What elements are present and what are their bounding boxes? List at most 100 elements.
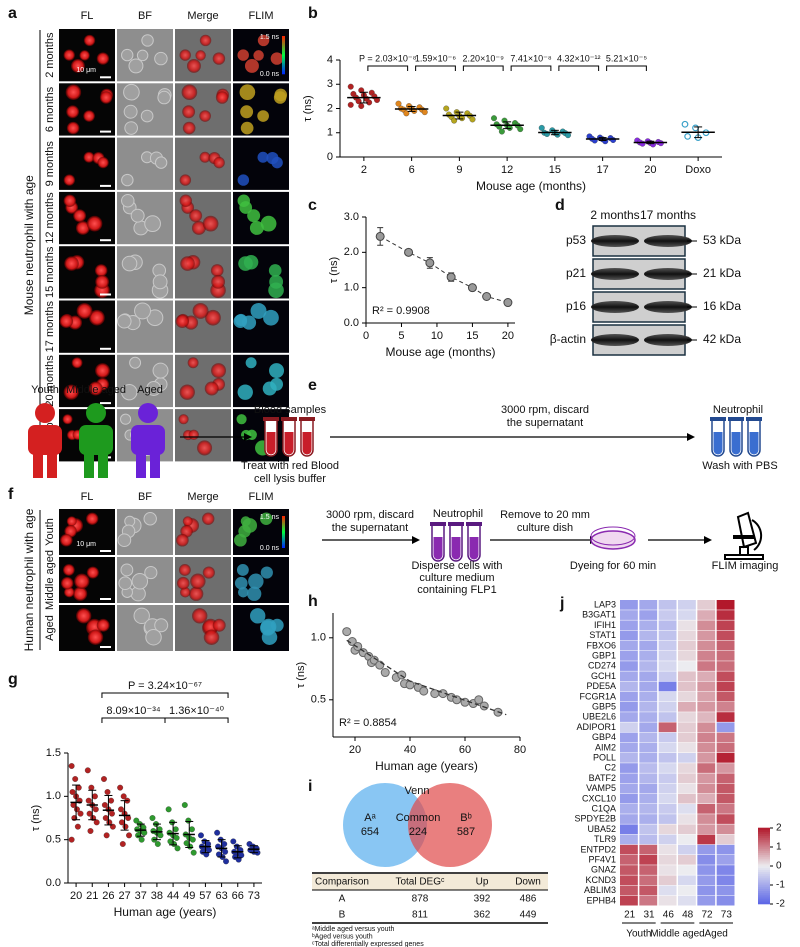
data-point: [452, 695, 462, 705]
step-label: FLIM imaging: [712, 560, 779, 572]
data-point: [173, 834, 180, 841]
cell: [94, 264, 108, 277]
cell: [271, 156, 283, 169]
gene-label: CXCL10: [582, 793, 616, 803]
heat-cell: [678, 681, 696, 692]
heat-cell: [716, 855, 735, 865]
sample-label: 48: [682, 910, 694, 921]
cell: [175, 314, 190, 329]
p-value: 2.20×10⁻⁹: [463, 53, 505, 63]
step-label: culture dish: [517, 522, 573, 534]
cell: [273, 91, 287, 104]
y-axis-label: τ (ns): [302, 95, 314, 121]
heat-cell: [639, 620, 658, 631]
colorbar-step: [758, 852, 770, 855]
tube-cap: [263, 417, 279, 421]
x-axis-label: Human age (years): [375, 759, 478, 773]
data-point: [501, 117, 508, 124]
row-label: 2 months: [44, 32, 56, 78]
data-point: [68, 836, 75, 843]
heat-cell: [620, 844, 638, 855]
data-point: [119, 841, 126, 847]
data-point: [446, 272, 456, 282]
y-tick-label: 0: [327, 151, 333, 163]
cell: [62, 414, 73, 425]
cell: [212, 52, 226, 65]
tube-fill: [469, 537, 479, 560]
heat-cell: [678, 742, 696, 753]
cell: [237, 174, 250, 186]
x-tick-label: 17: [597, 164, 609, 176]
cell: [86, 215, 103, 232]
cell: [262, 381, 277, 396]
significance-bracket: [101, 717, 166, 723]
cell: [204, 381, 219, 396]
gene-label: PDE5A: [586, 681, 616, 691]
heat-cell: [639, 712, 658, 722]
data-point: [84, 767, 91, 774]
x-tick-label: 38: [151, 890, 163, 902]
y-tick-label: 1: [327, 127, 333, 139]
x-axis-label: Mouse age (months): [385, 345, 495, 359]
protein-label: β-actin: [550, 332, 586, 346]
tube-cap: [281, 417, 297, 421]
cell: [71, 357, 83, 369]
sample-label: 31: [643, 910, 655, 921]
step-label: Neutrophil: [713, 404, 763, 416]
step-label: Wash with PBS: [702, 460, 777, 472]
cell: [121, 173, 134, 187]
heat-cell: [658, 783, 677, 794]
heat-cell: [658, 610, 677, 620]
colorbar-step: [758, 839, 770, 842]
heat-cell: [658, 691, 677, 702]
heat-cell: [658, 753, 677, 763]
heat-cell: [678, 610, 696, 620]
gene-label: AIM2: [595, 742, 616, 752]
x-tick-label: 66: [232, 890, 244, 902]
step-label: Neutrophil: [433, 508, 483, 520]
microscope-stage: [733, 535, 755, 539]
y-tick-label: 1.0: [344, 282, 359, 294]
heat-cell: [639, 763, 658, 773]
cell: [66, 516, 77, 527]
sample-label: 21: [624, 910, 636, 921]
heat-cell: [639, 753, 658, 763]
person-leg: [136, 452, 146, 478]
row-label: 12 months: [44, 192, 56, 244]
heat-cell: [716, 712, 735, 722]
sample-label: 72: [701, 910, 713, 921]
heat-cell: [716, 671, 735, 682]
cell: [99, 91, 113, 104]
heat-cell: [620, 824, 638, 835]
heat-cell: [716, 651, 735, 661]
colorbar-step: [758, 875, 770, 878]
x-tick-label: 26: [102, 890, 114, 902]
heat-cell: [697, 844, 716, 855]
heat-cell: [697, 804, 716, 814]
y-tick-label: 2: [327, 102, 333, 114]
data-point: [101, 776, 107, 782]
size-label: 21 kDa: [703, 266, 741, 280]
colorbar-label: -1: [776, 880, 785, 891]
y-tick-label: 2.0: [344, 246, 359, 258]
step-label: 3000 rpm, discard: [501, 404, 589, 416]
heat-cell: [697, 865, 716, 875]
y-tick-label: 4: [327, 54, 333, 66]
cell: [237, 49, 249, 61]
x-tick-label: 10: [431, 330, 443, 342]
colorbar-step: [758, 829, 770, 833]
cell: [237, 384, 253, 400]
cell: [121, 383, 138, 401]
tube-cap: [466, 522, 482, 526]
data-point: [109, 810, 115, 817]
heat-cell: [620, 702, 638, 712]
p-value: 8.09×10⁻³⁴: [106, 705, 161, 717]
panel-label: d: [555, 197, 565, 214]
column-header: Merge: [187, 491, 218, 503]
data-point: [117, 784, 124, 791]
y-tick-label: 3: [327, 78, 333, 90]
x-tick-label: 6: [409, 164, 415, 176]
heat-cell: [620, 875, 638, 886]
heat-cell: [697, 702, 716, 712]
heat-cell: [639, 895, 658, 906]
